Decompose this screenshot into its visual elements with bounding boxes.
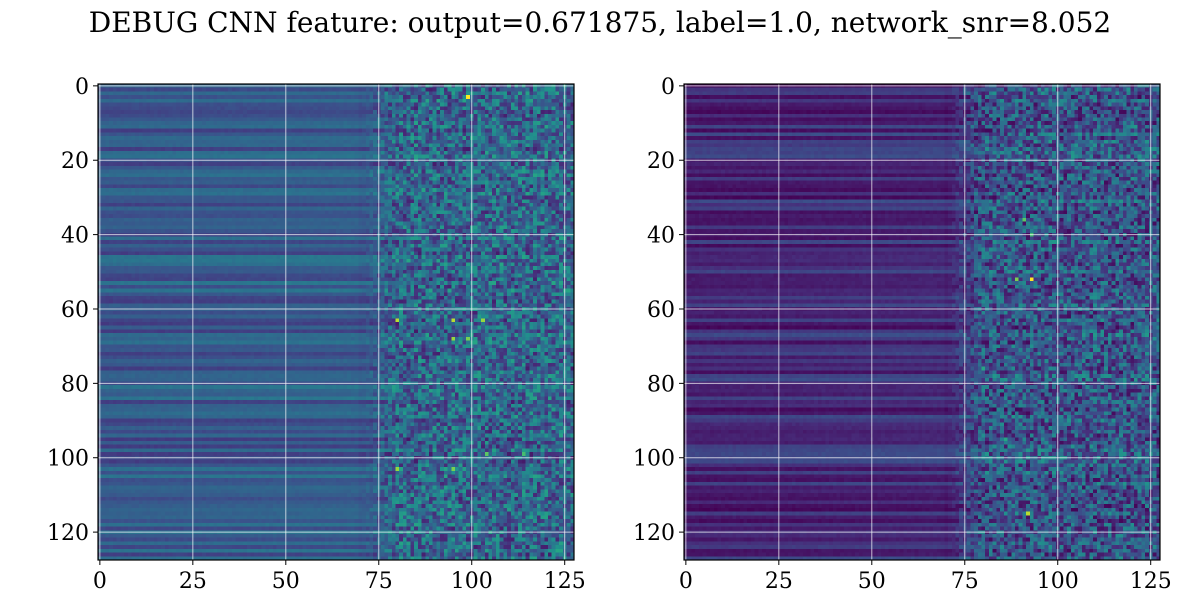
y-tick-label: 80 — [61, 372, 89, 397]
y-tick-label: 100 — [47, 447, 89, 472]
heatmap-image — [98, 84, 574, 560]
x-tick-label: 50 — [272, 569, 300, 594]
y-tick-label: 60 — [647, 298, 675, 323]
x-tick-label: 100 — [451, 569, 493, 594]
x-tick-label: 25 — [179, 569, 207, 594]
y-tick-label: 40 — [647, 224, 675, 249]
y-tick-label: 20 — [61, 149, 89, 174]
heatmap-image — [684, 84, 1160, 560]
axes-frame — [683, 83, 1161, 561]
heatmap-panel-2: 0 25 50 75 100 125 0 20 40 60 80 100 120 — [633, 75, 1172, 594]
x-tick-label: 0 — [93, 569, 107, 594]
x-tick-label: 0 — [679, 569, 693, 594]
y-tick-label: 20 — [647, 149, 675, 174]
y-tick-label: 120 — [47, 521, 89, 546]
x-tick-label: 125 — [544, 569, 586, 594]
x-tick-label: 125 — [1130, 569, 1172, 594]
axes-frame — [97, 83, 575, 561]
heatmap-panel-1: 0 25 50 75 100 125 0 20 40 60 80 100 120 — [47, 75, 586, 594]
x-tick-label: 100 — [1037, 569, 1079, 594]
y-tick-label: 40 — [61, 224, 89, 249]
x-tick-label: 50 — [858, 569, 886, 594]
y-tick-label: 0 — [661, 75, 675, 100]
y-tick-label: 80 — [647, 372, 675, 397]
x-tick-label: 75 — [365, 569, 393, 594]
x-tick-label: 25 — [765, 569, 793, 594]
y-tick-label: 60 — [61, 298, 89, 323]
y-tick-label: 120 — [633, 521, 675, 546]
y-tick-label: 100 — [633, 447, 675, 472]
x-tick-label: 75 — [951, 569, 979, 594]
y-tick-label: 0 — [75, 75, 89, 100]
figure-title: DEBUG CNN feature: output=0.671875, labe… — [88, 6, 1112, 39]
